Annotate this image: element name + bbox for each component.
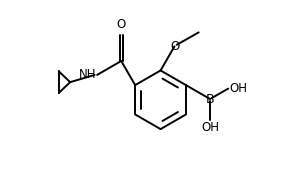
Text: O: O <box>117 18 126 31</box>
Text: B: B <box>206 93 215 106</box>
Text: NH: NH <box>79 68 96 81</box>
Text: O: O <box>170 40 179 53</box>
Text: OH: OH <box>201 121 219 134</box>
Text: OH: OH <box>229 82 247 94</box>
